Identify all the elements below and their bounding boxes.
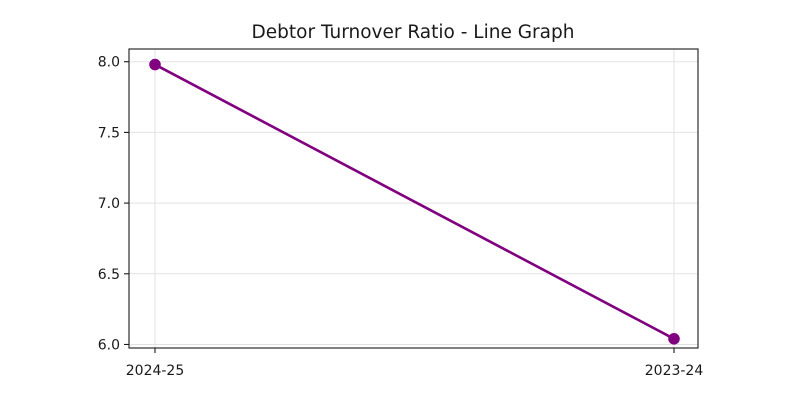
data-point (149, 58, 161, 71)
grid (129, 49, 698, 348)
x-axis: 2024-25 2023-24 (126, 348, 704, 379)
axes-frame (128, 48, 699, 349)
y-tick-label: 8.0 (98, 55, 120, 71)
x-tick-label: 2023-24 (645, 363, 704, 379)
chart-title: Debtor Turnover Ratio - Line Graph (252, 22, 575, 43)
y-tick-label: 6.0 (98, 337, 120, 353)
data-point (668, 333, 680, 345)
x-tick-label: 2024-25 (126, 363, 185, 379)
series-line (153, 63, 676, 341)
y-tick-label: 6.5 (98, 267, 120, 283)
y-axis: 6.0 6.5 7.0 7.5 8.0 (98, 55, 129, 353)
plot-area (149, 58, 680, 345)
y-tick-label: 7.5 (98, 125, 120, 141)
y-tick-label: 7.0 (98, 196, 120, 212)
